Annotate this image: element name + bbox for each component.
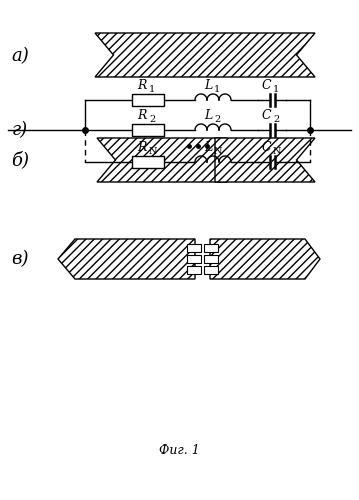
Text: C: C — [261, 109, 271, 122]
Text: R: R — [137, 79, 147, 92]
Text: C: C — [261, 141, 271, 154]
Bar — [204, 244, 218, 252]
Text: N: N — [214, 147, 223, 156]
Text: R: R — [137, 141, 147, 154]
Bar — [204, 255, 218, 263]
Text: г): г) — [12, 121, 28, 139]
Text: R: R — [137, 109, 147, 122]
Text: б): б) — [11, 151, 29, 169]
Text: 2: 2 — [214, 115, 220, 124]
Bar — [186, 255, 200, 263]
Polygon shape — [95, 33, 315, 77]
Text: L: L — [204, 141, 212, 154]
Text: 1: 1 — [214, 85, 220, 94]
Polygon shape — [58, 239, 195, 279]
Text: в): в) — [11, 250, 29, 268]
Polygon shape — [215, 138, 315, 182]
Polygon shape — [97, 138, 227, 182]
Bar — [186, 266, 200, 274]
Text: N: N — [273, 147, 281, 156]
Text: C: C — [261, 79, 271, 92]
Bar — [186, 244, 200, 252]
Text: 2: 2 — [149, 115, 155, 124]
Bar — [132, 156, 164, 168]
Text: L: L — [204, 79, 212, 92]
Bar — [132, 94, 164, 106]
Text: 1: 1 — [273, 85, 279, 94]
Text: а): а) — [11, 47, 29, 65]
Text: 1: 1 — [149, 85, 155, 94]
Bar — [132, 124, 164, 136]
Text: L: L — [204, 109, 212, 122]
Text: N: N — [149, 147, 158, 156]
Text: Фиг. 1: Фиг. 1 — [159, 444, 199, 456]
Bar — [204, 266, 218, 274]
Text: 2: 2 — [273, 115, 279, 124]
Polygon shape — [210, 239, 320, 279]
